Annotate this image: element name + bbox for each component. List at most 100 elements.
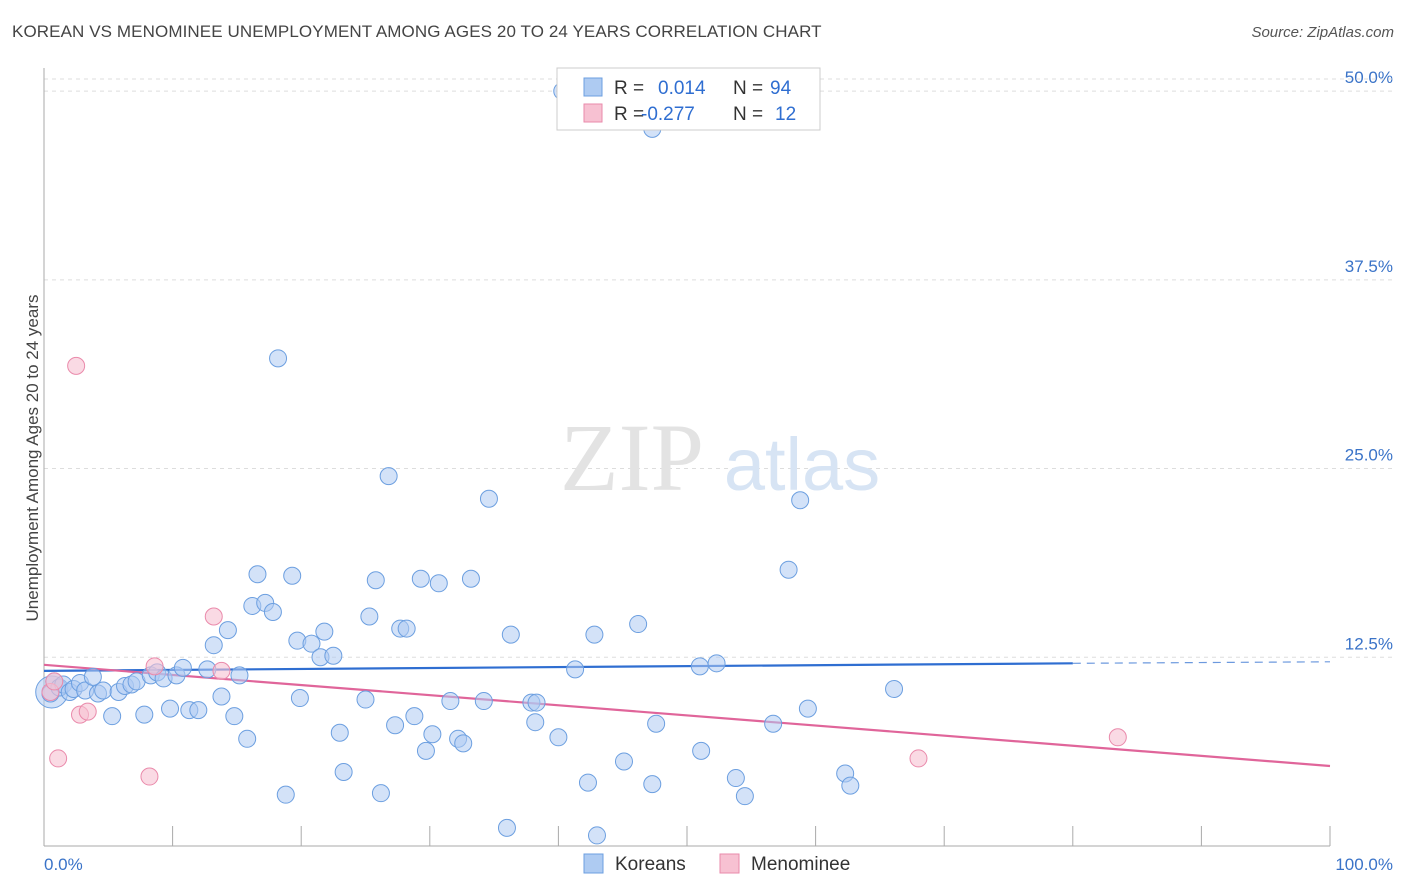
data-point-koreans — [526, 713, 545, 732]
data-point-koreans — [238, 729, 257, 748]
data-point-koreans — [218, 621, 237, 640]
data-point-koreans — [549, 728, 568, 747]
data-point-koreans — [248, 565, 267, 584]
y-tick-label: 25.0% — [1345, 446, 1393, 465]
data-point-koreans — [497, 818, 516, 837]
data-point-koreans — [302, 634, 321, 653]
data-point-koreans — [629, 615, 648, 634]
data-point-koreans — [230, 666, 249, 685]
data-point-koreans — [885, 679, 904, 698]
data-point-koreans — [290, 689, 309, 708]
data-point-koreans — [411, 569, 430, 588]
data-point-menominee — [145, 657, 164, 676]
data-point-koreans — [501, 625, 520, 644]
data-point-menominee — [49, 749, 68, 768]
data-point-koreans — [423, 725, 442, 744]
data-point-koreans — [841, 776, 860, 795]
data-point-koreans — [461, 569, 480, 588]
data-point-koreans — [371, 784, 390, 803]
gridlines: 12.5% 25.0% 37.5% 50.0% — [44, 68, 1393, 658]
trend-line-koreans — [43, 662, 1073, 672]
legend-menominee-n-label: N = — [733, 104, 763, 125]
data-point-koreans — [386, 716, 405, 735]
legend-koreans-r-label: R = — [614, 78, 644, 99]
y-tick-label: 37.5% — [1345, 257, 1393, 276]
data-point-koreans — [360, 607, 379, 626]
bottom-legend-menominee: Menominee — [751, 854, 850, 875]
legend-swatch-menominee — [583, 103, 603, 123]
legend-koreans-n-label: N = — [733, 78, 763, 99]
data-point-koreans — [283, 566, 302, 585]
data-point-menominee — [140, 767, 159, 786]
y-tick-label: 12.5% — [1345, 634, 1393, 653]
legend-koreans-r-value: 0.014 — [658, 78, 706, 99]
x-tick-label-max: 100.0% — [1335, 855, 1393, 874]
data-point-koreans — [527, 693, 546, 712]
watermark: ZIP atlas — [560, 404, 880, 511]
data-point-koreans — [94, 681, 113, 700]
data-point-koreans — [454, 734, 473, 753]
data-point-koreans — [276, 785, 295, 804]
trend-line-menominee — [43, 663, 1331, 768]
data-point-menominee — [204, 607, 223, 626]
y-tick-label: 50.0% — [1345, 68, 1393, 87]
data-point-menominee — [67, 356, 86, 375]
data-point-koreans — [735, 787, 754, 806]
legend-menominee-n-value: 12 — [775, 104, 796, 125]
data-point-koreans — [692, 741, 711, 760]
data-point-koreans — [334, 763, 353, 782]
data-point-menominee — [45, 672, 64, 691]
data-point-koreans — [474, 692, 493, 711]
data-point-koreans — [356, 690, 375, 709]
chart-title: KOREAN VS MENOMINEE UNEMPLOYMENT AMONG A… — [12, 22, 822, 41]
data-point-koreans — [204, 636, 223, 655]
data-point-koreans — [225, 707, 244, 726]
data-point-koreans — [779, 560, 798, 579]
data-point-koreans — [269, 349, 288, 368]
data-point-koreans — [173, 658, 192, 677]
legend-swatch-koreans — [583, 77, 603, 97]
data-point-menominee — [212, 661, 231, 680]
data-point-koreans — [103, 707, 122, 726]
data-point-koreans — [707, 654, 726, 673]
bottom-legend: Koreans Menominee — [583, 853, 850, 875]
data-point-koreans — [263, 602, 282, 621]
data-point-koreans — [441, 692, 460, 711]
bottom-legend-koreans: Koreans — [615, 854, 686, 875]
data-point-koreans — [566, 660, 585, 679]
data-point-koreans — [798, 699, 817, 718]
data-point-koreans — [587, 826, 606, 845]
data-point-koreans — [643, 775, 662, 794]
data-point-koreans — [161, 699, 180, 718]
data-point-koreans — [479, 489, 498, 508]
data-point-koreans — [83, 667, 102, 686]
data-point-koreans — [614, 752, 633, 771]
data-point-menominee — [1108, 728, 1127, 747]
legend-menominee-r-value: -0.277 — [641, 104, 695, 125]
legend-menominee-r-label: R = — [614, 104, 644, 125]
x-tick-label-min: 0.0% — [44, 855, 83, 874]
data-point-koreans — [429, 574, 448, 593]
axes — [43, 68, 1331, 847]
data-point-koreans — [726, 769, 745, 788]
data-point-koreans — [416, 741, 435, 760]
data-point-koreans — [647, 714, 666, 733]
data-point-menominee — [909, 749, 928, 768]
data-point-koreans — [764, 714, 783, 733]
legend-koreans-n-value: 94 — [770, 78, 792, 99]
data-point-koreans — [405, 707, 424, 726]
bottom-legend-swatch-menominee — [719, 853, 740, 874]
data-point-koreans — [791, 491, 810, 510]
data-point-koreans — [330, 723, 349, 742]
data-point-koreans — [379, 467, 398, 486]
data-point-koreans — [324, 646, 343, 665]
data-point-koreans — [578, 773, 597, 792]
data-point-koreans — [690, 657, 709, 676]
data-point-koreans — [212, 687, 231, 706]
data-point-koreans — [397, 619, 416, 638]
data-point-koreans — [366, 571, 385, 590]
data-point-menominee — [78, 702, 97, 721]
top-legend: R = 0.014 N = 94 R = -0.277 N = 12 — [556, 67, 821, 131]
data-point-koreans — [135, 705, 154, 724]
